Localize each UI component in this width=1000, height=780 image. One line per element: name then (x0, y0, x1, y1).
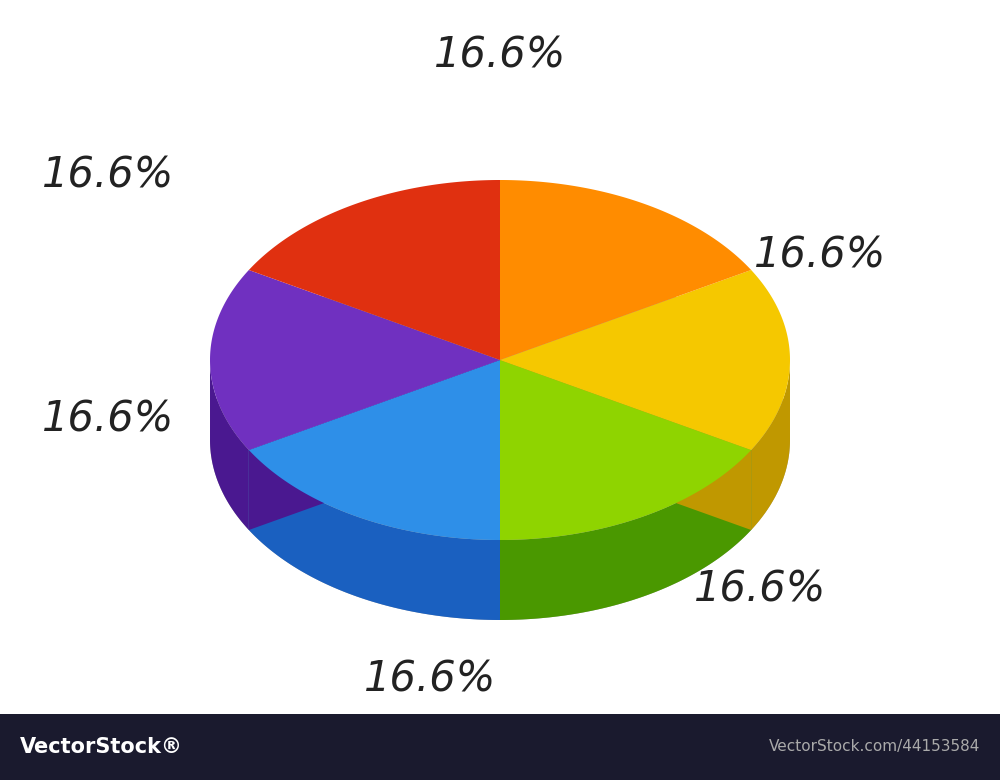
Text: VectorStock®: VectorStock® (20, 737, 183, 757)
Text: 16.6%: 16.6% (434, 34, 566, 76)
Polygon shape (249, 360, 500, 530)
Text: 16.6%: 16.6% (42, 154, 174, 196)
Polygon shape (500, 360, 751, 540)
Polygon shape (210, 270, 500, 450)
Polygon shape (500, 180, 751, 360)
Polygon shape (500, 360, 751, 530)
Polygon shape (500, 360, 751, 530)
Text: 16.6%: 16.6% (754, 234, 886, 276)
Text: 16.6%: 16.6% (42, 399, 174, 441)
Polygon shape (500, 450, 751, 620)
Polygon shape (500, 270, 790, 450)
Polygon shape (249, 450, 500, 620)
Polygon shape (249, 180, 500, 360)
Text: 16.6%: 16.6% (694, 569, 826, 611)
Polygon shape (249, 360, 500, 540)
Text: 16.6%: 16.6% (364, 659, 496, 701)
Polygon shape (249, 360, 500, 530)
Polygon shape (751, 359, 790, 530)
Ellipse shape (210, 260, 790, 620)
Polygon shape (210, 359, 249, 530)
Polygon shape (0, 714, 1000, 780)
Text: VectorStock.com/44153584: VectorStock.com/44153584 (769, 739, 980, 754)
